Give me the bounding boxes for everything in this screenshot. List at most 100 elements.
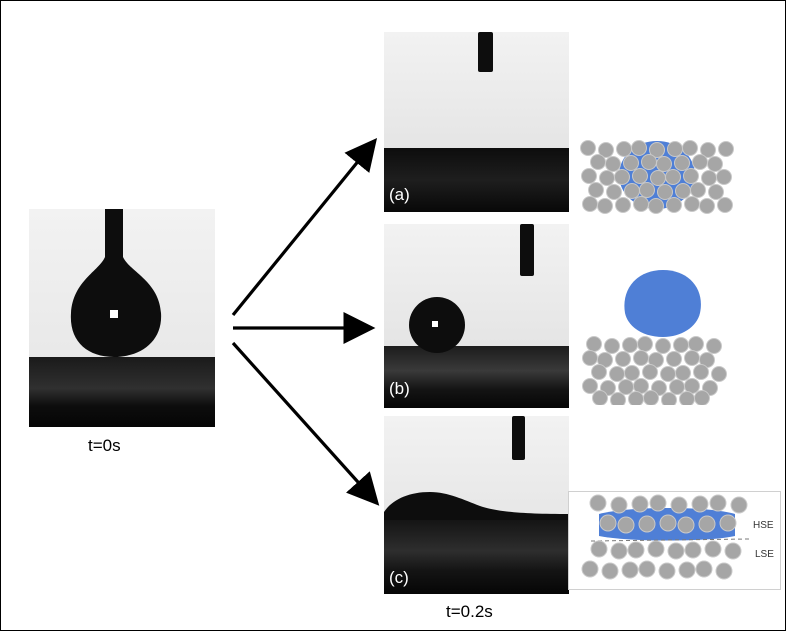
hse-label: HSE xyxy=(753,520,774,531)
particle xyxy=(631,495,649,513)
particle xyxy=(649,494,667,512)
water-droplet-b xyxy=(624,270,701,337)
particle xyxy=(670,496,688,514)
particle xyxy=(647,540,665,558)
particle xyxy=(719,514,737,532)
schematic-b xyxy=(581,267,731,405)
panel-label-c: (c) xyxy=(389,568,409,587)
particle xyxy=(628,391,644,405)
particle xyxy=(693,364,709,380)
particle xyxy=(589,494,607,512)
particle xyxy=(590,154,606,170)
arrow-to-a xyxy=(231,138,378,317)
particle xyxy=(598,142,614,158)
particle xyxy=(684,541,702,559)
particle xyxy=(660,366,676,382)
particle xyxy=(601,562,619,580)
particle xyxy=(698,515,716,533)
particle xyxy=(661,392,677,405)
particle xyxy=(605,156,621,172)
particle xyxy=(586,336,602,352)
particle xyxy=(638,560,656,578)
particle xyxy=(704,540,722,558)
particles-b xyxy=(582,336,727,405)
particle xyxy=(615,351,631,367)
lse-label: LSE xyxy=(755,549,774,560)
particle xyxy=(582,196,598,212)
particle xyxy=(599,514,617,532)
particle xyxy=(610,496,628,514)
particle xyxy=(655,338,671,354)
particle xyxy=(627,541,645,559)
particle xyxy=(678,561,696,579)
particle xyxy=(610,392,626,405)
particle xyxy=(643,390,659,405)
particle xyxy=(622,337,638,353)
particle xyxy=(700,142,716,158)
particle xyxy=(588,182,604,198)
particle xyxy=(666,197,682,213)
particle xyxy=(715,562,733,580)
particle xyxy=(633,350,649,366)
particle xyxy=(580,140,596,156)
photo-a: (a) xyxy=(384,32,569,212)
particle xyxy=(694,390,710,405)
particle xyxy=(609,366,625,382)
particle xyxy=(582,378,598,394)
droplet-initial-image xyxy=(29,209,215,427)
particle xyxy=(633,196,649,212)
particle xyxy=(610,542,628,560)
particle xyxy=(683,168,699,184)
particle xyxy=(690,182,706,198)
energy-boundary-line xyxy=(590,538,750,542)
particle xyxy=(618,379,634,395)
particle xyxy=(581,168,597,184)
particle xyxy=(659,514,677,532)
particle xyxy=(701,170,717,186)
particle xyxy=(617,516,635,534)
particle xyxy=(649,142,665,158)
particle xyxy=(581,560,599,578)
particle xyxy=(591,364,607,380)
particle xyxy=(582,350,598,366)
particle xyxy=(658,562,676,580)
particle xyxy=(709,494,727,512)
particle xyxy=(597,198,613,214)
particle xyxy=(675,365,691,381)
particle xyxy=(718,141,734,157)
particle xyxy=(673,337,689,353)
particle xyxy=(615,197,631,213)
arrows xyxy=(231,138,380,506)
particle xyxy=(632,168,648,184)
droplet-b-image xyxy=(384,224,569,408)
schematic-c: HSE LSE xyxy=(568,491,781,590)
particle xyxy=(667,141,683,157)
particle xyxy=(716,169,732,185)
particle xyxy=(606,184,622,200)
particle xyxy=(717,197,733,213)
particle xyxy=(706,338,722,354)
particle xyxy=(590,540,608,558)
particle xyxy=(699,198,715,214)
particle xyxy=(666,351,682,367)
particle xyxy=(648,198,664,214)
particle xyxy=(656,156,672,172)
particle xyxy=(616,141,632,157)
particles-a xyxy=(580,140,734,214)
particle xyxy=(667,542,685,560)
particle xyxy=(639,182,655,198)
particle xyxy=(638,515,656,533)
particle xyxy=(614,169,630,185)
particle xyxy=(684,350,700,366)
particle xyxy=(650,170,666,186)
particle xyxy=(637,336,653,352)
particle xyxy=(669,379,685,395)
schematic-a xyxy=(579,137,741,217)
photo-initial xyxy=(29,209,215,427)
particle xyxy=(695,560,713,578)
particle xyxy=(624,365,640,381)
particle xyxy=(665,169,681,185)
panel-label-a: (a) xyxy=(389,185,410,204)
photo-c: (c) xyxy=(384,416,569,594)
